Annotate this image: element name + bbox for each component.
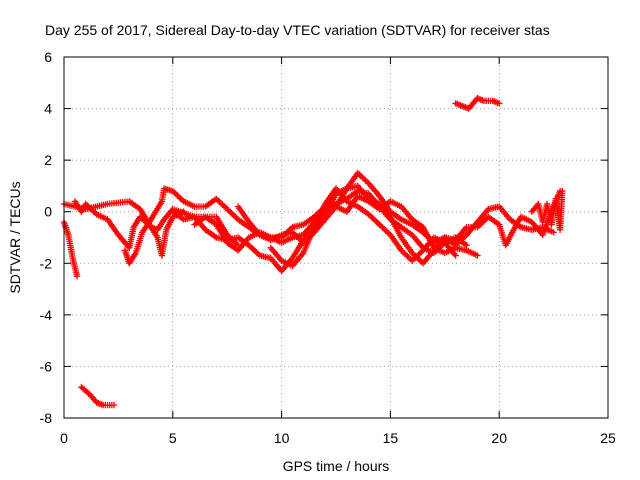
data-point [496, 100, 503, 107]
x-tick-label: 20 [491, 430, 507, 446]
series-trace-c [71, 198, 187, 259]
plot-frame [63, 56, 609, 419]
data-point [363, 178, 371, 186]
x-tick-label: 5 [169, 430, 177, 446]
data-point [559, 187, 566, 195]
data-point [371, 216, 379, 224]
data-marks [60, 95, 566, 409]
y-tick-label: 0 [44, 204, 52, 220]
data-point [384, 228, 391, 236]
data-point [220, 202, 228, 210]
series-trace-h [267, 185, 459, 270]
data-point [550, 229, 557, 236]
data-point [402, 251, 410, 259]
y-tick-label: -2 [40, 255, 53, 271]
data-point [357, 172, 365, 180]
data-point [401, 250, 408, 257]
series-trace-j [78, 383, 118, 409]
axis-ticks [63, 56, 609, 419]
data-point [373, 218, 380, 225]
data-point [377, 222, 385, 230]
data-point [380, 225, 388, 233]
tick-labels: 0 5 10 15 20 25 -8 -6 -4 -2 0 2 4 6 [40, 49, 616, 446]
series-trace-k [528, 187, 566, 233]
y-tick-label: 2 [44, 152, 52, 168]
series-trace-i [452, 95, 503, 112]
data-point [370, 215, 377, 222]
data-point [177, 195, 184, 202]
data-point [368, 214, 375, 221]
data-point [251, 247, 259, 255]
data-point [110, 401, 118, 409]
x-tick-label: 25 [600, 430, 616, 446]
x-tick-label: 10 [274, 430, 290, 446]
data-point [359, 174, 366, 181]
y-axis-label: SDTVAR / TECUs [7, 181, 23, 293]
x-tick-label: 15 [383, 430, 399, 446]
y-tick-label: -4 [40, 307, 53, 323]
data-point [250, 246, 257, 253]
data-point [228, 210, 236, 217]
data-point [225, 207, 232, 214]
data-point [408, 257, 416, 264]
data-point [360, 175, 368, 183]
data-point [452, 252, 459, 259]
data-point [73, 272, 81, 280]
data-point [214, 197, 222, 204]
data-point [222, 204, 229, 211]
data-point [174, 192, 181, 199]
data-point [219, 201, 226, 208]
data-point [362, 177, 369, 184]
series-trace-b [60, 218, 81, 280]
y-tick-label: 4 [44, 101, 52, 117]
data-point [227, 208, 234, 216]
data-point [382, 227, 389, 234]
data-point [217, 200, 225, 207]
x-axis-label: GPS time / hours [283, 458, 390, 474]
data-point [172, 190, 180, 198]
x-tick-label: 0 [60, 430, 68, 446]
data-point [405, 254, 413, 261]
data-point [230, 211, 237, 219]
y-tick-label: 6 [44, 49, 52, 65]
chart-title: Day 255 of 2017, Sidereal Day-to-day VTE… [45, 22, 550, 38]
grid [64, 57, 608, 418]
data-point [376, 221, 383, 228]
data-point [474, 252, 481, 259]
data-point [379, 224, 386, 231]
data-point [175, 193, 183, 201]
data-point [253, 249, 260, 256]
data-point [180, 208, 187, 215]
data-point [231, 213, 239, 220]
y-tick-label: -8 [40, 410, 53, 426]
data-point [404, 253, 411, 260]
data-point [248, 244, 256, 252]
data-point [374, 219, 382, 227]
y-tick-label: -6 [40, 358, 53, 374]
